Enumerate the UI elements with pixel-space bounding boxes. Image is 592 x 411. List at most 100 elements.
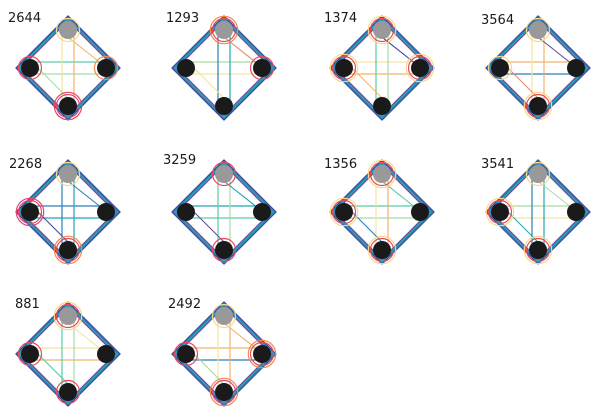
diagonal-path — [63, 319, 103, 351]
boundary-path — [171, 15, 277, 121]
diagonal-path — [533, 33, 573, 65]
diagonal-path — [503, 63, 543, 103]
node-ring — [525, 17, 551, 43]
diagram-label: 1356 — [324, 157, 357, 172]
node-ring — [525, 93, 551, 119]
node-bottom — [59, 97, 77, 115]
boundary-path — [486, 16, 590, 120]
node-ring — [55, 93, 81, 119]
node-top — [373, 21, 391, 39]
boundary-path — [20, 164, 116, 260]
node-ring — [525, 161, 551, 187]
node-bottom — [529, 241, 547, 259]
boundary-path — [172, 160, 276, 264]
boundary-path — [332, 18, 432, 118]
diagonal-path — [33, 349, 73, 389]
boundary-path — [332, 162, 432, 262]
diagram-7: 1356 — [324, 157, 435, 265]
diagram-label: 3259 — [163, 153, 196, 168]
diagram-label: 881 — [15, 297, 40, 312]
boundary-path — [20, 306, 116, 402]
node-top — [59, 307, 77, 325]
diagram-label: 2492 — [168, 297, 201, 312]
boundary-path — [174, 304, 274, 404]
node-right — [567, 59, 585, 77]
node-ring — [209, 377, 239, 407]
node-ring — [249, 55, 275, 81]
node-left — [21, 345, 39, 363]
diagram-1: 2644 — [8, 11, 121, 121]
diagonal-path — [63, 33, 103, 65]
boundary-path — [330, 160, 434, 264]
boundary-path — [329, 15, 435, 121]
node-right — [97, 59, 115, 77]
diagram-6: 3259 — [163, 153, 277, 265]
boundary-path — [486, 160, 590, 264]
boundary-path — [488, 18, 588, 118]
diagram-shape — [15, 301, 121, 407]
diagram-9: 881 — [15, 297, 121, 407]
diagram-shape — [329, 15, 435, 121]
diagram-8: 3541 — [481, 157, 591, 265]
node-ring — [211, 161, 237, 187]
boundary-path — [174, 162, 274, 262]
diagram-4: 3564 — [481, 13, 591, 121]
node-right — [253, 59, 271, 77]
node-ring — [329, 197, 359, 227]
node-left — [21, 59, 39, 77]
boundary-path — [176, 306, 272, 402]
boundary-path — [16, 160, 120, 264]
node-left — [491, 59, 509, 77]
node-ring — [17, 341, 43, 367]
node-left — [177, 59, 195, 77]
node-ring — [405, 53, 435, 83]
node-left — [335, 203, 353, 221]
boundary-path — [488, 162, 588, 262]
node-bottom — [59, 241, 77, 259]
node-ring — [331, 199, 357, 225]
diagonal-path — [33, 63, 73, 103]
node-ring — [55, 17, 81, 43]
diagram-3: 1374 — [324, 11, 435, 121]
diagonal-path — [189, 63, 229, 103]
node-bottom — [373, 97, 391, 115]
node-right — [97, 345, 115, 363]
diagram-shape — [485, 159, 591, 265]
diagonal-path — [219, 177, 259, 209]
node-ring — [485, 197, 515, 227]
node-ring — [525, 237, 551, 263]
node-bottom — [59, 383, 77, 401]
node-ring — [211, 237, 237, 263]
node-right — [567, 203, 585, 221]
node-top — [529, 21, 547, 39]
node-right — [97, 203, 115, 221]
node-ring — [407, 55, 433, 81]
diagonal-path — [503, 207, 543, 247]
diagram-label: 3541 — [481, 157, 514, 172]
diagram-label: 2268 — [9, 157, 42, 172]
diagonal-path — [63, 177, 103, 209]
node-top — [59, 21, 77, 39]
node-ring — [53, 91, 83, 121]
node-bottom — [373, 241, 391, 259]
node-ring — [93, 55, 119, 81]
diagonal-path — [189, 207, 229, 247]
diagram-label: 1293 — [166, 11, 199, 26]
node-ring — [209, 15, 239, 45]
node-right — [411, 203, 429, 221]
boundary-path — [16, 16, 120, 120]
node-bottom — [215, 241, 233, 259]
boundary-path — [18, 162, 118, 262]
diagram-shape — [171, 159, 277, 265]
boundary-path — [18, 304, 118, 404]
boundary-path — [174, 18, 274, 118]
node-left — [335, 59, 353, 77]
node-ring — [15, 197, 45, 227]
node-top — [215, 307, 233, 325]
boundary-path — [171, 159, 277, 265]
node-ring — [173, 341, 199, 367]
diagram-shape — [329, 159, 435, 265]
node-ring — [247, 339, 277, 369]
node-left — [21, 203, 39, 221]
